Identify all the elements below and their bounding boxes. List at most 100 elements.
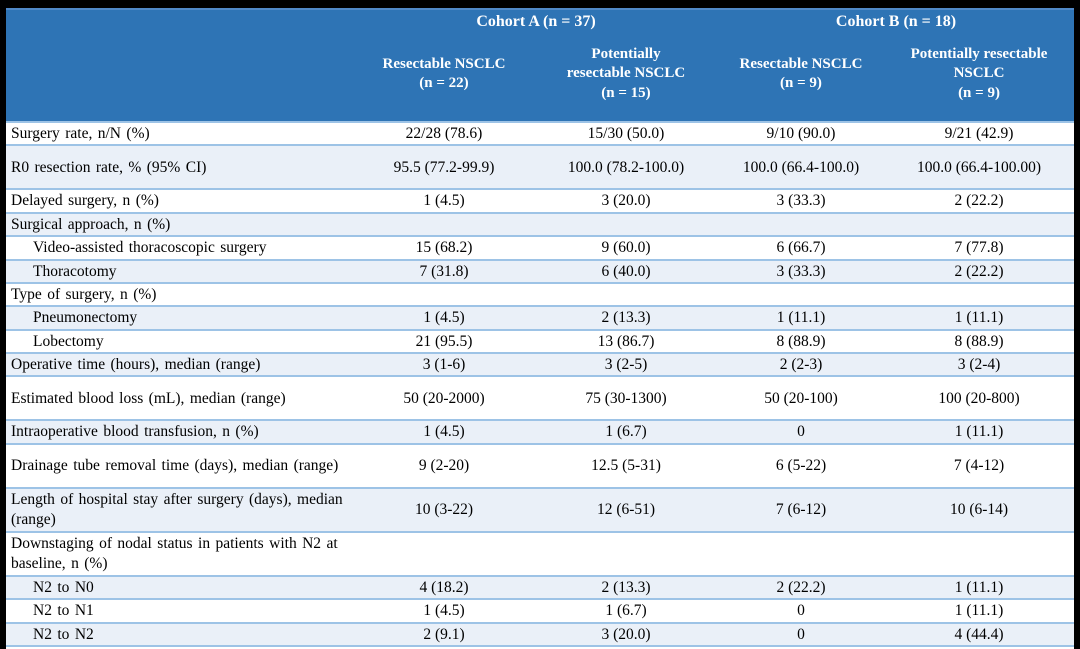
- value-cell: 1 (6.7): [534, 598, 718, 623]
- table-row: Surgical approach, n (%): [6, 211, 1075, 237]
- value-cell: 9 (2-20): [354, 442, 534, 488]
- surgical-outcomes-table: Cohort A (n = 37) Cohort B (n = 18) Rese…: [6, 8, 1075, 649]
- table-row: Delayed surgery, n (%) 1 (4.5) 3 (20.0) 3 (…: [6, 188, 1075, 213]
- value-cell: 8 (88.9): [718, 328, 884, 353]
- header-spacer: [6, 8, 354, 33]
- value-cell: 100.0 (78.2-100.0): [534, 144, 718, 190]
- row-label: N2 to N0: [6, 574, 354, 600]
- value-cell: 2 (9.1): [354, 621, 534, 646]
- value-cell: 0: [718, 621, 884, 646]
- column-header-1: Resectable NSCLC (n = 22): [354, 33, 534, 122]
- value-cell: 3 (33.3): [718, 258, 884, 283]
- value-cell: [354, 281, 534, 307]
- table-row: Estimated blood loss (mL), median (range…: [6, 375, 1075, 421]
- row-label: R0 resection rate, % (95% CI): [6, 144, 354, 190]
- value-cell: 0: [718, 419, 884, 444]
- value-cell: 0: [718, 598, 884, 623]
- value-cell: [718, 530, 884, 576]
- value-cell: [354, 211, 534, 237]
- value-cell: 1 (4.5): [354, 598, 534, 623]
- value-cell: 3 (33.3): [718, 188, 884, 213]
- table-body: Surgery rate, n/N (%) 22/28 (78.6) 15/30 (…: [6, 120, 1075, 649]
- value-cell: 6 (5-22): [718, 442, 884, 488]
- table-row: Pneumonectomy 1 (4.5) 2 (13.3) 1 (11.1) 1 (1…: [6, 305, 1075, 330]
- value-cell: 75 (30-1300): [534, 375, 718, 421]
- row-label: Estimated blood loss (mL), median (range…: [6, 375, 354, 421]
- value-cell: 1 (4.5): [354, 419, 534, 444]
- value-cell: [884, 211, 1075, 237]
- value-cell: 2 (13.3): [534, 574, 718, 600]
- value-cell: 13 (86.7): [534, 328, 718, 353]
- value-cell: 21 (95.5): [354, 328, 534, 353]
- table-header: Cohort A (n = 37) Cohort B (n = 18) Rese…: [6, 8, 1075, 122]
- row-label: Operative time (hours), median (range): [6, 351, 354, 377]
- value-cell: 6 (40.0): [534, 258, 718, 283]
- header-spacer: [6, 33, 354, 122]
- table-row: Length of hospital stay after surgery (d…: [6, 486, 1075, 532]
- column-header-4: Potentially resectable NSCLC (n = 9): [884, 33, 1075, 122]
- column-header-row: Resectable NSCLC (n = 22) Potentially res…: [6, 33, 1075, 122]
- value-cell: 2 (22.2): [884, 258, 1075, 283]
- value-cell: 7 (4-12): [884, 442, 1075, 488]
- table-row: N2 to N0 4 (18.2) 2 (13.3) 2 (22.2) 1 (11.1): [6, 574, 1075, 600]
- cohort-b-header: Cohort B (n = 18): [718, 8, 1075, 33]
- value-cell: 2 (22.2): [884, 188, 1075, 213]
- table-row: Drainage tube removal time (days), media…: [6, 442, 1075, 488]
- row-label: Video-assisted thoracoscopic surgery: [6, 235, 354, 260]
- value-cell: 3 (20.0): [534, 621, 718, 646]
- value-cell: 1 (4.5): [354, 305, 534, 330]
- value-cell: 12 (6-51): [534, 486, 718, 532]
- value-cell: 100.0 (66.4-100.00): [884, 144, 1075, 190]
- row-label: Downstaging of nodal status in patients …: [6, 530, 354, 576]
- value-cell: 3 (2-4): [884, 351, 1075, 377]
- value-cell: 100.0 (66.4-100.0): [718, 144, 884, 190]
- value-cell: 1 (11.1): [884, 598, 1075, 623]
- value-cell: 4 (44.4): [884, 621, 1075, 646]
- value-cell: [534, 211, 718, 237]
- table-row: N2 to N1 1 (4.5) 1 (6.7) 0 1 (11.1): [6, 598, 1075, 623]
- table-row: Thoracotomy 7 (31.8) 6 (40.0) 3 (33.3) 2 (22…: [6, 258, 1075, 283]
- value-cell: 15 (68.2): [354, 235, 534, 260]
- table-row: Surgical complications, n (%)1 (4.5)3 (2…: [6, 644, 1075, 649]
- row-label: Surgery rate, n/N (%): [6, 120, 354, 146]
- table-row: Intraoperative blood transfusion, n (%) 1…: [6, 419, 1075, 444]
- value-cell: 9/21 (42.9): [884, 120, 1075, 146]
- column-header-2: Potentially resectable NSCLC (n = 15): [534, 33, 718, 122]
- value-cell: [534, 281, 718, 307]
- value-cell: 50 (20-100): [718, 375, 884, 421]
- table-row: Type of surgery, n (%): [6, 281, 1075, 307]
- value-cell: 12.5 (5-31): [534, 442, 718, 488]
- value-cell: 2 (13.3): [534, 305, 718, 330]
- value-cell: 2 (2-3): [718, 351, 884, 377]
- value-cell: 100 (20-800): [884, 375, 1075, 421]
- row-label: Lobectomy: [6, 328, 354, 353]
- row-label: Thoracotomy: [6, 258, 354, 283]
- value-cell: 1 (11.1): [884, 305, 1075, 330]
- value-cell: 50 (20-2000): [354, 375, 534, 421]
- table-row: R0 resection rate, % (95% CI) 95.5 (77.2-…: [6, 144, 1075, 190]
- value-cell: 22/28 (78.6): [354, 120, 534, 146]
- value-cell: 1 (4.5): [354, 188, 534, 213]
- value-cell: [718, 211, 884, 237]
- value-cell: 6 (66.7): [718, 235, 884, 260]
- row-label: N2 to N1: [6, 598, 354, 623]
- value-cell: 15/30 (50.0): [534, 120, 718, 146]
- value-cell: [884, 530, 1075, 576]
- value-cell: 10 (3-22): [354, 486, 534, 532]
- row-label: Length of hospital stay after surgery (d…: [6, 486, 354, 532]
- value-cell: 1 (11.1): [718, 305, 884, 330]
- value-cell: 3 (20.0): [534, 188, 718, 213]
- table-row: N2 to N2 2 (9.1) 3 (20.0) 0 4 (44.4): [6, 621, 1075, 646]
- table-row: Video-assisted thoracoscopic surgery 15 (…: [6, 235, 1075, 260]
- value-cell: [534, 530, 718, 576]
- value-cell: 10 (6-14): [884, 486, 1075, 532]
- value-cell: 95.5 (77.2-99.9): [354, 144, 534, 190]
- value-cell: 3 (1-6): [354, 351, 534, 377]
- value-cell: 9/10 (90.0): [718, 120, 884, 146]
- value-cell: 1 (6.7): [534, 419, 718, 444]
- value-cell: 1 (11.1): [884, 574, 1075, 600]
- row-label: N2 to N2: [6, 621, 354, 646]
- value-cell: 8 (88.9): [884, 328, 1075, 353]
- value-cell: 4 (18.2): [354, 574, 534, 600]
